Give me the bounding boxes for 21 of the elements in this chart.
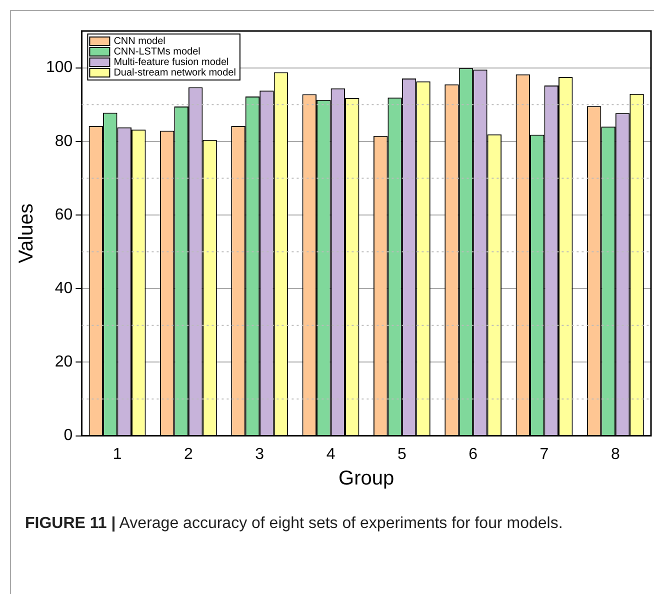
y-tick-label: 100	[46, 59, 73, 76]
y-tick-label: 80	[54, 132, 73, 150]
x-tick-label: 6	[468, 446, 478, 463]
legend-label: Multi-feature fusion model	[114, 57, 229, 68]
x-tick-label: 7	[540, 446, 549, 463]
x-tick-label: 2	[184, 446, 193, 463]
x-axis-title: Group	[338, 468, 394, 490]
y-axis-title: Values	[16, 204, 38, 264]
y-tick-label: 40	[54, 280, 73, 298]
y-tick-label: 60	[54, 206, 73, 224]
y-tick-label: 0	[64, 427, 73, 444]
caption: FIGURE 11 | Average accuracy of eight sets of experiments for four models.	[25, 514, 564, 534]
x-tick-label: 3	[255, 446, 264, 463]
legend-label: CNN model	[114, 36, 166, 47]
legend-label: Dual-stream network model	[114, 68, 236, 78]
x-tick-label: 8	[610, 446, 620, 463]
y-tick-label: 20	[54, 354, 73, 371]
x-tick-label: 1	[112, 446, 122, 463]
x-tick-label: 4	[326, 446, 336, 463]
x-tick-label: 5	[397, 446, 406, 463]
legend-label: CNN-LSTMs model	[114, 46, 200, 58]
